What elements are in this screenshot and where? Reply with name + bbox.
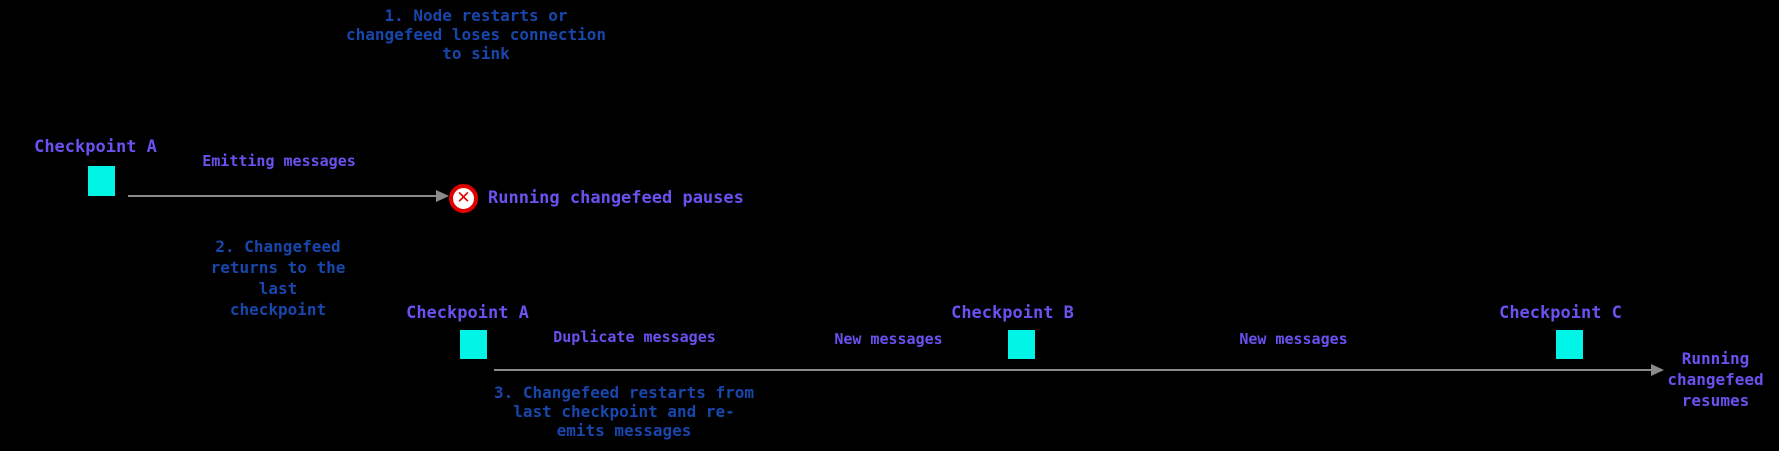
- checkpoint-a-label-row1: Checkpoint A: [34, 137, 157, 157]
- annotation-step1: 1. Node restarts or changefeed loses con…: [345, 6, 607, 63]
- checkpoint-a-marker-row2: [460, 330, 487, 359]
- timeline-line-row2: [494, 369, 1651, 371]
- checkpoint-c-marker: [1556, 330, 1583, 359]
- new-messages-label-2: New messages: [1239, 330, 1348, 348]
- running-changefeed-resumes-label: Running changefeed resumes: [1667, 349, 1764, 410]
- annotation-step3: 3. Changefeed restarts from last checkpo…: [493, 383, 755, 440]
- checkpoint-a-marker-row1: [88, 166, 115, 196]
- timeline-line-row1: [128, 195, 437, 197]
- checkpoint-c-label: Checkpoint C: [1499, 303, 1622, 323]
- new-messages-label-1: New messages: [834, 330, 943, 348]
- emitting-messages-label: Emitting messages: [202, 152, 356, 170]
- annotation-step2: 2. Changefeed returns to the last checkp…: [210, 237, 346, 319]
- checkpoint-a-label-row2: Checkpoint A: [406, 303, 529, 323]
- checkpoint-b-marker: [1008, 330, 1035, 359]
- duplicate-messages-label: Duplicate messages: [553, 328, 716, 346]
- running-changefeed-pauses-label: Running changefeed pauses: [488, 188, 744, 208]
- checkpoint-b-label: Checkpoint B: [951, 303, 1074, 323]
- timeline-arrowhead-row2: [1651, 364, 1664, 376]
- timeline-arrowhead-row1: [436, 190, 449, 202]
- error-icon: ✕: [449, 184, 478, 213]
